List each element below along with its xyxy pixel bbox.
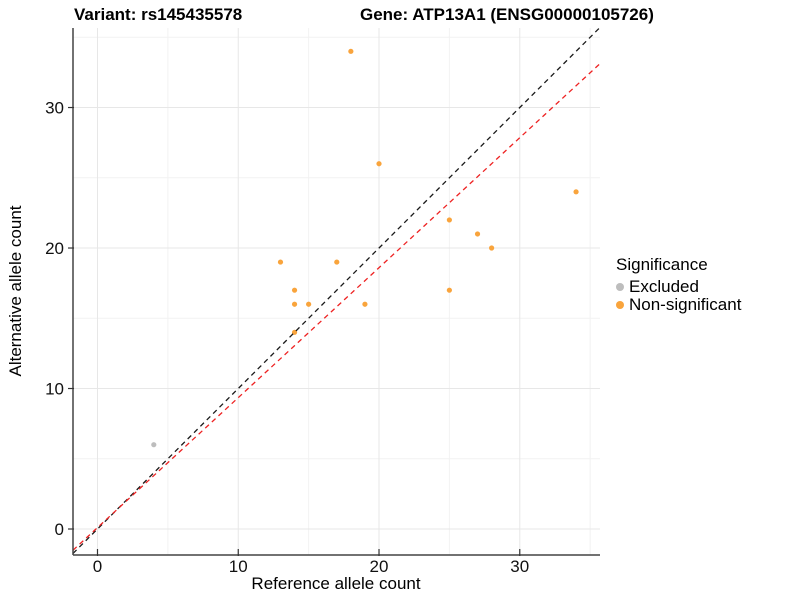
- data-point: [489, 245, 495, 251]
- non-significant-dot-icon: [616, 301, 624, 309]
- data-point: [151, 442, 157, 448]
- data-point: [474, 231, 481, 237]
- legend-item-non-significant: Non-significant: [616, 296, 741, 314]
- y-tick-label: 20: [45, 239, 64, 258]
- x-tick-label: 10: [229, 557, 248, 576]
- data-point: [376, 161, 382, 167]
- fit-line: [73, 63, 600, 551]
- data-point: [306, 301, 312, 307]
- data-point: [291, 287, 298, 293]
- y-tick-label: 30: [45, 99, 64, 118]
- x-tick-label: 20: [370, 557, 389, 576]
- legend: Significance Excluded Non-significant: [616, 255, 741, 314]
- x-tick-label: 30: [510, 557, 529, 576]
- plot-title-variant: Variant: rs145435578: [74, 5, 243, 24]
- y-axis-title: Alternative allele count: [6, 205, 25, 377]
- legend-item-label: Non-significant: [629, 295, 742, 314]
- data-point: [291, 301, 298, 307]
- y-tick-label: 0: [55, 520, 64, 539]
- data-point: [291, 329, 298, 335]
- y-tick-label: 10: [45, 380, 64, 399]
- excluded-dot-icon: [616, 283, 624, 291]
- data-point: [334, 259, 340, 265]
- identity-line: [73, 28, 600, 554]
- data-point: [573, 189, 579, 195]
- data-point: [348, 48, 354, 54]
- x-tick-label: 0: [93, 557, 102, 576]
- plot-title-gene: Gene: ATP13A1 (ENSG00000105726): [360, 5, 654, 24]
- data-point: [446, 217, 452, 223]
- legend-item-label: Excluded: [629, 277, 699, 296]
- data-point: [362, 301, 368, 307]
- data-point: [277, 259, 284, 265]
- legend-title: Significance: [616, 255, 708, 274]
- x-axis-title: Reference allele count: [251, 574, 421, 593]
- data-point: [446, 287, 452, 293]
- legend-item-excluded: Excluded: [616, 278, 741, 296]
